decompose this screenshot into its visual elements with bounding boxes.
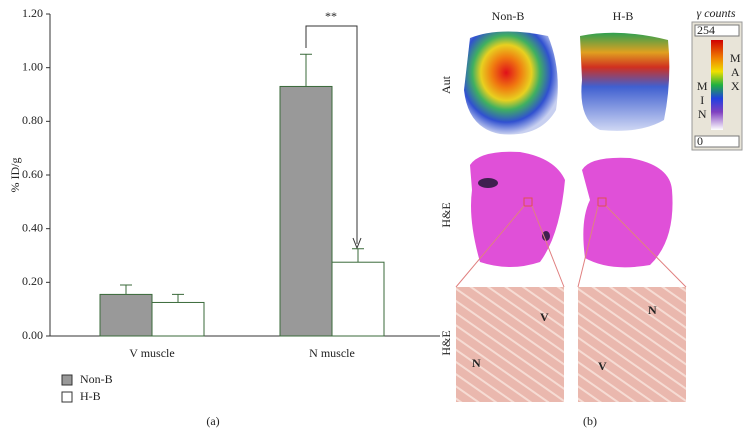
bar — [331, 261, 385, 337]
panel-label: (b) — [583, 414, 597, 428]
bar — [279, 85, 333, 337]
error-bar — [300, 53, 312, 87]
image-panel: Non-B H-B Aut H&E H&E V N N V γ counts 2… — [439, 6, 743, 428]
autoradiograph — [580, 32, 670, 131]
column-label: Non-B — [492, 9, 525, 23]
y-tick-label: 0.00 — [22, 328, 43, 342]
legend-swatch — [61, 374, 73, 386]
he-detail — [478, 178, 498, 188]
colorbar-max-label: MAX — [728, 51, 742, 93]
error-bar — [120, 284, 132, 295]
x-tick-label: V muscle — [129, 346, 174, 360]
bar-chart: % ID/g ** (a) 0.00 0.20 0.40 0.60 0.80 1.00 1.… — [8, 6, 440, 428]
colorbar-min-label: MIN — [695, 79, 709, 121]
colorbar-min: 0 — [697, 134, 703, 148]
he-section — [470, 151, 565, 267]
significance-bracket — [305, 25, 358, 244]
colorbar-min-box — [694, 135, 740, 148]
error-bar — [172, 293, 184, 303]
colorbar-max: 254 — [697, 23, 715, 37]
bar — [151, 301, 205, 337]
colorbar — [711, 40, 723, 130]
zoom-box — [523, 197, 533, 207]
y-axis-label: % ID/g — [8, 158, 22, 193]
significance-label: ** — [325, 9, 337, 23]
y-tick-label: 1.00 — [22, 59, 43, 73]
column-label: H-B — [613, 9, 634, 23]
y-tick-label: 1.20 — [22, 6, 43, 20]
autoradiograph — [464, 31, 558, 135]
zoom-box — [597, 197, 607, 207]
micro-label: V — [540, 310, 549, 324]
colorbar-max-box — [694, 24, 740, 37]
y-tick-label: 0.60 — [22, 167, 43, 181]
x-tick-label: N muscle — [309, 346, 355, 360]
micrograph — [456, 287, 564, 402]
row-label: H&E — [439, 330, 453, 355]
micro-label: V — [598, 359, 607, 373]
bracket-arrow — [352, 237, 362, 250]
y-tick-label: 0.20 — [22, 274, 43, 288]
micrograph — [578, 287, 686, 402]
zoom-lines — [455, 205, 687, 288]
legend-label: H-B — [80, 389, 101, 403]
row-label: Aut — [439, 75, 453, 94]
micro-label: N — [648, 303, 657, 317]
colorbar-title: γ counts — [696, 6, 735, 20]
y-tick-label: 0.80 — [22, 113, 43, 127]
row-label: H&E — [439, 202, 453, 227]
legend-swatch — [61, 391, 73, 403]
micro-label: N — [472, 356, 481, 370]
legend-label: Non-B — [80, 372, 113, 386]
bar — [99, 293, 153, 337]
panel-label: (a) — [206, 414, 219, 428]
he-section — [582, 157, 673, 268]
he-detail — [542, 231, 550, 241]
error-bar — [352, 248, 364, 263]
y-tick-label: 0.40 — [22, 220, 43, 234]
